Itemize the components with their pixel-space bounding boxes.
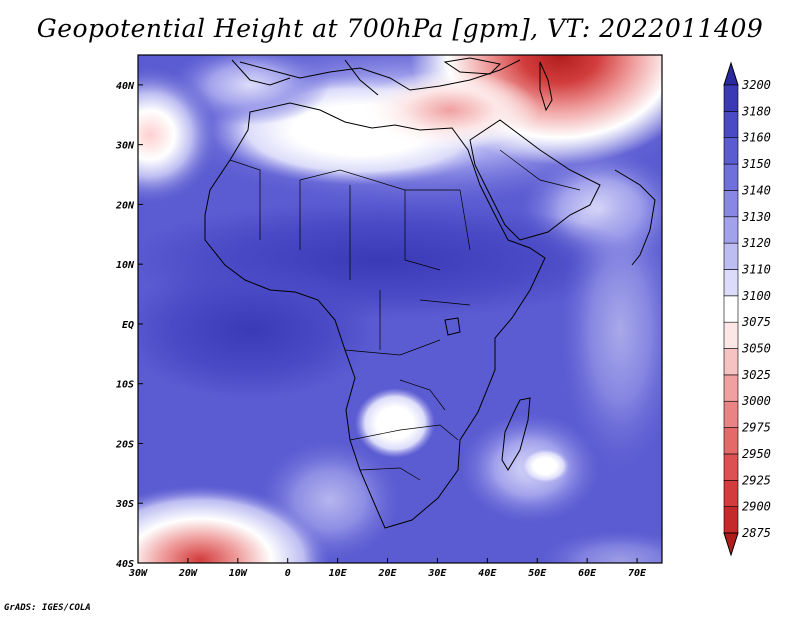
- colorbar-swatch: [723, 269, 739, 297]
- colorbar-swatch: [723, 84, 739, 112]
- colorbar-label: 3110: [741, 262, 771, 276]
- colorbar-swatch: [723, 295, 739, 323]
- colorbar: 2875 2900 2925 2950 2975 3000 3025 3050 3075 3100…: [723, 61, 771, 557]
- lon-tick-label: 20W: [178, 568, 198, 579]
- colorbar-swatch: [723, 216, 739, 244]
- colorbar-swatch: [723, 479, 739, 507]
- colorbar-swatch: [723, 374, 739, 402]
- lon-tick-label: 40E: [478, 568, 497, 579]
- colorbar-swatch: [723, 506, 739, 534]
- lon-tick-label: 10W: [229, 568, 248, 579]
- colorbar-label: 2950: [742, 447, 771, 461]
- colorbar-swatch: [723, 321, 739, 349]
- arabia-coastline: [469, 119, 601, 241]
- colorbar-label: 2875: [742, 526, 771, 540]
- lat-tick-label: 10S: [116, 380, 134, 391]
- caspian-sea: [539, 61, 553, 112]
- lon-tick-label: 50E: [528, 568, 547, 579]
- colorbar-label: 3000: [741, 394, 771, 408]
- italy-coastline: [344, 59, 379, 96]
- colorbar-swatch: [723, 111, 739, 139]
- colorbar-swatch: [723, 427, 739, 455]
- india-coastline: [614, 169, 656, 266]
- lat-tick-label: 40S: [116, 559, 134, 570]
- lon-tick-label: 0: [285, 568, 291, 579]
- iberia-coastline: [231, 59, 291, 86]
- lon-tick-label: 60E: [578, 568, 597, 579]
- madagascar-coastline: [501, 397, 531, 471]
- height-field: [138, 55, 662, 563]
- colorbar-bottom-arrow: [723, 532, 739, 557]
- colorbar-swatch: [723, 190, 739, 218]
- lon-tick-label: 30E: [427, 568, 447, 579]
- colorbar-label: 2900: [742, 500, 771, 514]
- colorbar-swatch: [723, 400, 739, 428]
- colorbar-label: 3025: [741, 368, 771, 382]
- colorbar-label: 3100: [741, 289, 771, 303]
- colorbar-label: 3050: [741, 342, 771, 356]
- colorbar-swatch: [723, 137, 739, 165]
- colorbar-label: 3200: [741, 78, 771, 92]
- colorbar-label: 3160: [741, 131, 771, 145]
- lon-tick-label: 70E: [628, 568, 647, 579]
- colorbar-label: 3180: [741, 104, 771, 118]
- europe-coastline: [239, 59, 521, 91]
- colorbar-swatch: [723, 242, 739, 270]
- lon-tick-label: 30W: [128, 568, 148, 579]
- africa-coastline: [204, 102, 546, 529]
- colorbar-label: 3120: [741, 236, 771, 250]
- coastlines: [204, 57, 656, 529]
- lat-tick-label: 40N: [116, 81, 135, 92]
- lat-tick-label: 30S: [115, 499, 134, 510]
- lon-tick-label: 20E: [377, 568, 397, 579]
- axis-ticks: 30W 20W 10W 0 10E 20E 30E 40E 50E 60E 70E 40S 30S 20S…: [115, 81, 647, 579]
- map-title: Geopotential Height at 700hPa [gpm], VT:…: [36, 14, 764, 43]
- colorbar-swatch: [723, 453, 739, 481]
- colorbar-top-arrow: [723, 61, 739, 86]
- lat-tick-label: 20N: [115, 200, 135, 211]
- credit-text: GrADS: IGES/COLA: [4, 603, 91, 613]
- lat-tick-label: 10N: [116, 260, 135, 271]
- lake-victoria: [444, 317, 461, 336]
- lat-tick-label: 30N: [115, 141, 135, 152]
- colorbar-label: 2975: [742, 421, 771, 435]
- colorbar-label: 3150: [741, 157, 771, 171]
- colorbar-label: 3140: [741, 183, 771, 197]
- colorbar-label: 2925: [742, 473, 771, 487]
- country-borders: [229, 149, 581, 481]
- colorbar-swatch: [723, 163, 739, 191]
- lon-tick-label: 10E: [329, 568, 348, 579]
- colorbar-label: 3075: [741, 315, 771, 329]
- colorbar-label: 3130: [741, 210, 771, 224]
- lat-tick-label: 20S: [115, 439, 134, 450]
- plot-frame: [137, 54, 663, 564]
- colorbar-swatch: [723, 348, 739, 376]
- black-sea: [443, 57, 502, 75]
- lat-tick-label: EQ: [122, 320, 134, 331]
